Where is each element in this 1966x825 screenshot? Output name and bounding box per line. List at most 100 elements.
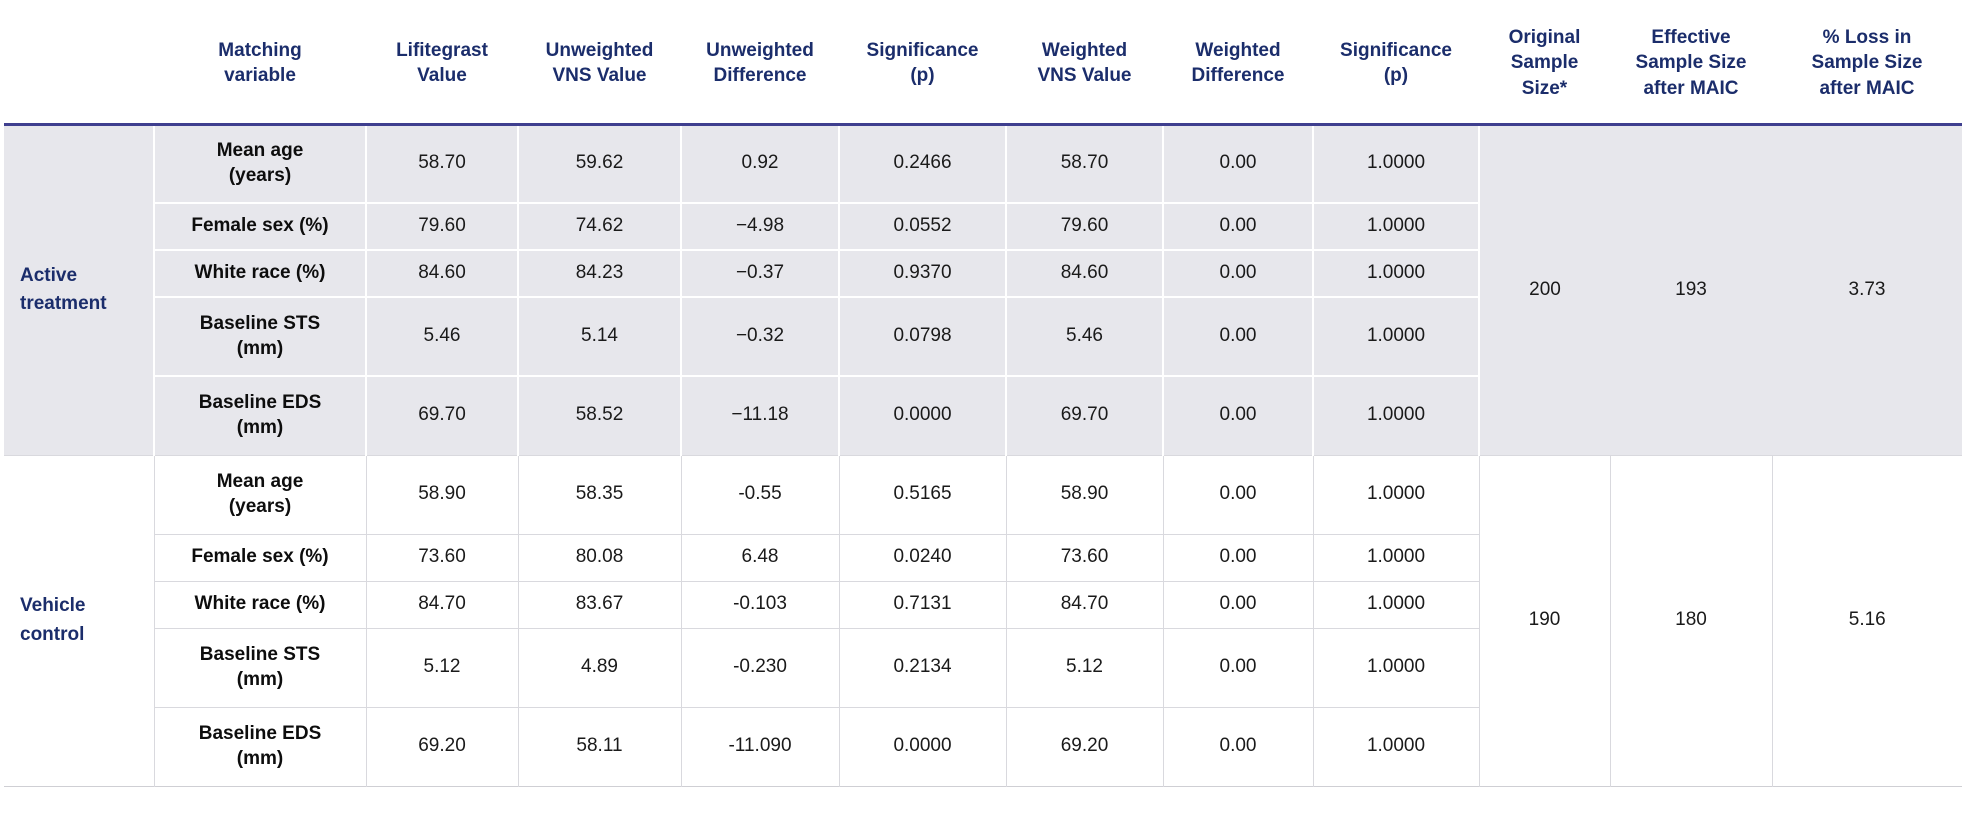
value-cell: 84.70 (1005, 580, 1163, 628)
col-header-pct-loss-sample-size: % Loss in Sample Size after MAIC (1772, 0, 1962, 124)
table-row: Baseline STS (mm) 5.46 5.14 −0.32 0.0798… (4, 296, 1962, 376)
value-cell: 0.2134 (838, 627, 1006, 707)
value-cell: 84.60 (1005, 249, 1163, 297)
col-header-original-sample-size: Original Sample Size* (1479, 0, 1610, 124)
value-cell: 83.67 (517, 580, 681, 628)
value-cell: 5.46 (1005, 296, 1163, 376)
value-cell: 73.60 (365, 533, 518, 581)
value-cell: 4.89 (517, 627, 681, 707)
matching-variable-cell: Baseline EDS (mm) (153, 375, 366, 455)
value-cell: 1.0000 (1312, 249, 1479, 297)
value-cell: 0.5165 (838, 454, 1006, 534)
matching-variable-cell: Mean age (years) (153, 454, 366, 534)
value-cell: 1.0000 (1312, 454, 1479, 534)
value-cell: 5.46 (365, 296, 518, 376)
value-cell: 80.08 (517, 533, 681, 581)
value-cell: 0.00 (1162, 375, 1313, 455)
value-cell: 0.0798 (838, 296, 1006, 376)
value-cell: 0.00 (1162, 249, 1313, 297)
value-cell: 69.70 (1005, 375, 1163, 455)
group-label-vehicle-control: Vehicle control (4, 454, 154, 786)
value-cell: -0.230 (680, 627, 839, 707)
value-cell: 58.70 (365, 124, 518, 203)
effective-sample-size-cell: 180 (1609, 454, 1772, 786)
original-sample-size-cell: 200 (1478, 124, 1610, 455)
value-cell: 58.52 (517, 375, 681, 455)
col-header-lifitegrast-value: Lifitegrast Value (366, 0, 518, 124)
value-cell: 74.62 (517, 202, 681, 250)
value-cell: 84.23 (517, 249, 681, 297)
value-cell: 58.90 (365, 454, 518, 534)
table-header: Matching variable Lifitegrast Value Unwe… (4, 0, 1962, 124)
col-header-significance-unweighted: Significance (p) (839, 0, 1006, 124)
original-sample-size-cell: 190 (1478, 454, 1610, 786)
value-cell: 84.70 (365, 580, 518, 628)
matching-variable-cell: Female sex (%) (153, 533, 366, 581)
value-cell: 58.70 (1005, 124, 1163, 203)
value-cell: 73.60 (1005, 533, 1163, 581)
table-row: Active treatment Mean age (years) 58.70 … (4, 124, 1962, 455)
value-cell: 0.0240 (838, 533, 1006, 581)
value-cell: -0.55 (680, 454, 839, 534)
table-row: Baseline EDS (mm) 69.20 58.11 -11.090 0.… (4, 706, 1962, 786)
value-cell: −0.37 (680, 249, 839, 297)
value-cell: 0.0000 (838, 706, 1006, 786)
value-cell: 0.00 (1162, 580, 1313, 628)
value-cell: 69.70 (365, 375, 518, 455)
matching-variable-cell: Female sex (%) (153, 202, 366, 250)
value-cell: −4.98 (680, 202, 839, 250)
value-cell: 0.00 (1162, 533, 1313, 581)
effective-sample-size-cell: 193 (1610, 124, 1772, 455)
value-cell: 1.0000 (1312, 533, 1479, 581)
value-cell: 69.20 (1005, 706, 1163, 786)
value-cell: 0.0552 (838, 202, 1006, 250)
value-cell: 0.7131 (838, 580, 1006, 628)
pct-loss-cell: 3.73 (1772, 124, 1962, 455)
col-header-weighted-difference: Weighted Difference (1163, 0, 1313, 124)
value-cell: 0.00 (1162, 202, 1313, 250)
value-cell: 59.62 (517, 124, 681, 203)
value-cell: 79.60 (1005, 202, 1163, 250)
value-cell: 5.14 (517, 296, 681, 376)
value-cell: 1.0000 (1312, 124, 1479, 203)
value-cell: 0.9370 (838, 249, 1006, 297)
value-cell: 5.12 (1005, 627, 1163, 707)
value-cell: 0.00 (1162, 454, 1313, 534)
table-row: Vehicle control Mean age (years) 58.90 5… (4, 454, 1962, 786)
value-cell: 0.92 (680, 124, 839, 203)
table-row: Baseline STS (mm) 5.12 4.89 -0.230 0.213… (4, 627, 1962, 707)
value-cell: 58.35 (517, 454, 681, 534)
value-cell: -0.103 (680, 580, 839, 628)
value-cell: 1.0000 (1312, 202, 1479, 250)
table-row: Baseline EDS (mm) 69.70 58.52 −11.18 0.0… (4, 375, 1962, 455)
value-cell: 1.0000 (1312, 375, 1479, 455)
value-cell: 58.11 (517, 706, 681, 786)
value-cell: −11.18 (680, 375, 839, 455)
table-row: White race (%) 84.60 84.23 −0.37 0.9370 … (4, 249, 1962, 297)
value-cell: 69.20 (365, 706, 518, 786)
matching-variable-cell: Mean age (years) (153, 124, 366, 203)
value-cell: 1.0000 (1312, 296, 1479, 376)
value-cell: 6.48 (680, 533, 839, 581)
value-cell: 1.0000 (1312, 580, 1479, 628)
col-header-group (4, 0, 154, 124)
value-cell: 58.90 (1005, 454, 1163, 534)
value-cell: 0.0000 (838, 375, 1006, 455)
table-row: Female sex (%) 79.60 74.62 −4.98 0.0552 … (4, 202, 1962, 250)
table-row: White race (%) 84.70 83.67 -0.103 0.7131… (4, 580, 1962, 628)
col-header-effective-sample-size: Effective Sample Size after MAIC (1610, 0, 1772, 124)
value-cell: 5.12 (365, 627, 518, 707)
value-cell: 0.00 (1162, 627, 1313, 707)
value-cell: 79.60 (365, 202, 518, 250)
matching-variable-cell: Baseline STS (mm) (153, 296, 366, 376)
col-header-weighted-vns-value: Weighted VNS Value (1006, 0, 1163, 124)
maic-baseline-matching-table: Matching variable Lifitegrast Value Unwe… (4, 0, 1962, 787)
value-cell: 0.00 (1162, 296, 1313, 376)
value-cell: 0.2466 (838, 124, 1006, 203)
matching-variable-cell: Baseline EDS (mm) (153, 706, 366, 786)
value-cell: 0.00 (1162, 124, 1313, 203)
col-header-unweighted-vns-value: Unweighted VNS Value (518, 0, 681, 124)
matching-variable-cell: Baseline STS (mm) (153, 627, 366, 707)
value-cell: 84.60 (365, 249, 518, 297)
matching-variable-cell: White race (%) (153, 249, 366, 297)
